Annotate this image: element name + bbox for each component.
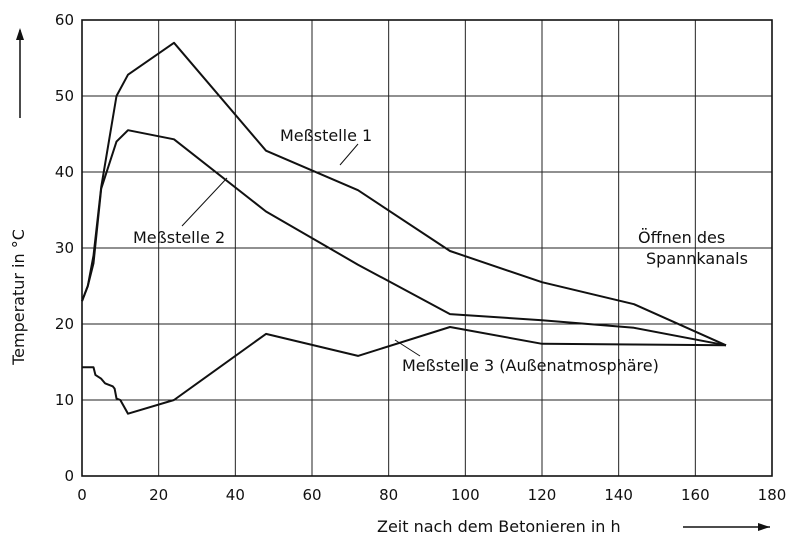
x-tick-label: 180 — [758, 486, 787, 504]
x-tick-label: 140 — [604, 486, 633, 504]
x-tick-label: 160 — [681, 486, 710, 504]
label-oeffnen-line1: Öffnen des — [638, 228, 725, 247]
x-axis-arrow-head — [758, 523, 770, 531]
tick-layer: 0 20 40 60 80 100 120 140 160 180 0 10 20 30 40 50 60 — [55, 11, 786, 504]
leader-messstelle-2 — [181, 177, 228, 227]
y-tick-label: 10 — [55, 391, 74, 409]
label-messstelle-1: Meßstelle 1 — [280, 126, 372, 145]
label-messstelle-3: Meßstelle 3 (Außenatmosphäre) — [402, 356, 659, 375]
series-line-messstelle-2 — [81, 129, 727, 347]
y-tick-label: 40 — [55, 163, 74, 181]
y-tick-label: 0 — [64, 467, 74, 485]
series-line-messstelle-1 — [81, 41, 727, 347]
y-axis-title: Temperatur in °C — [9, 229, 28, 366]
y-tick-label: 30 — [55, 239, 74, 257]
plot-frame — [81, 19, 773, 477]
label-oeffnen-line2: Spannkanals — [646, 249, 748, 268]
y-tick-label: 60 — [55, 11, 74, 29]
x-tick-label: 0 — [77, 486, 87, 504]
x-axis-title: Zeit nach dem Betonieren in h — [377, 517, 621, 536]
x-tick-label: 100 — [451, 486, 480, 504]
x-tick-label: 40 — [226, 486, 245, 504]
series-layer — [81, 41, 727, 415]
x-tick-label: 120 — [528, 486, 557, 504]
x-tick-label: 80 — [379, 486, 398, 504]
x-tick-label: 20 — [149, 486, 168, 504]
y-axis-arrow-head — [16, 28, 24, 40]
leader-messstelle-3 — [394, 339, 421, 357]
y-tick-label: 50 — [55, 87, 74, 105]
x-tick-label: 60 — [302, 486, 321, 504]
series-line-messstelle-3 — [82, 326, 727, 415]
grid-layer — [81, 19, 773, 477]
leader-messstelle-1 — [339, 143, 359, 166]
label-messstelle-2: Meßstelle 2 — [133, 228, 225, 247]
y-tick-label: 20 — [55, 315, 74, 333]
